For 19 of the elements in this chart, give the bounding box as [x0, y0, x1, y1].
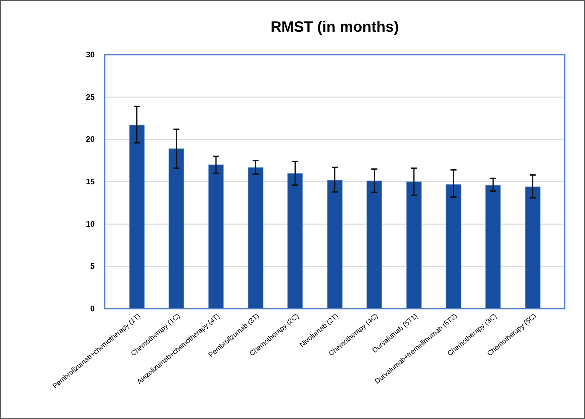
bar — [446, 184, 462, 310]
y-tick-label: 10 — [86, 220, 96, 229]
bar — [366, 180, 382, 310]
y-tick-label: 5 — [90, 262, 96, 272]
bar — [406, 182, 422, 310]
y-tick-label: 25 — [86, 92, 96, 102]
bar — [327, 180, 343, 310]
bar — [208, 164, 224, 310]
bar — [525, 186, 541, 310]
y-tick-label: 20 — [86, 135, 96, 144]
bar — [129, 124, 145, 310]
y-tick-label: 15 — [86, 178, 96, 187]
bar — [168, 148, 184, 310]
bar — [486, 185, 502, 310]
y-tick-label: 0 — [90, 304, 96, 314]
y-tick-label: 30 — [86, 50, 96, 60]
chart-title: RMST (in months) — [270, 19, 400, 36]
bar — [248, 167, 264, 310]
bar — [288, 173, 304, 310]
